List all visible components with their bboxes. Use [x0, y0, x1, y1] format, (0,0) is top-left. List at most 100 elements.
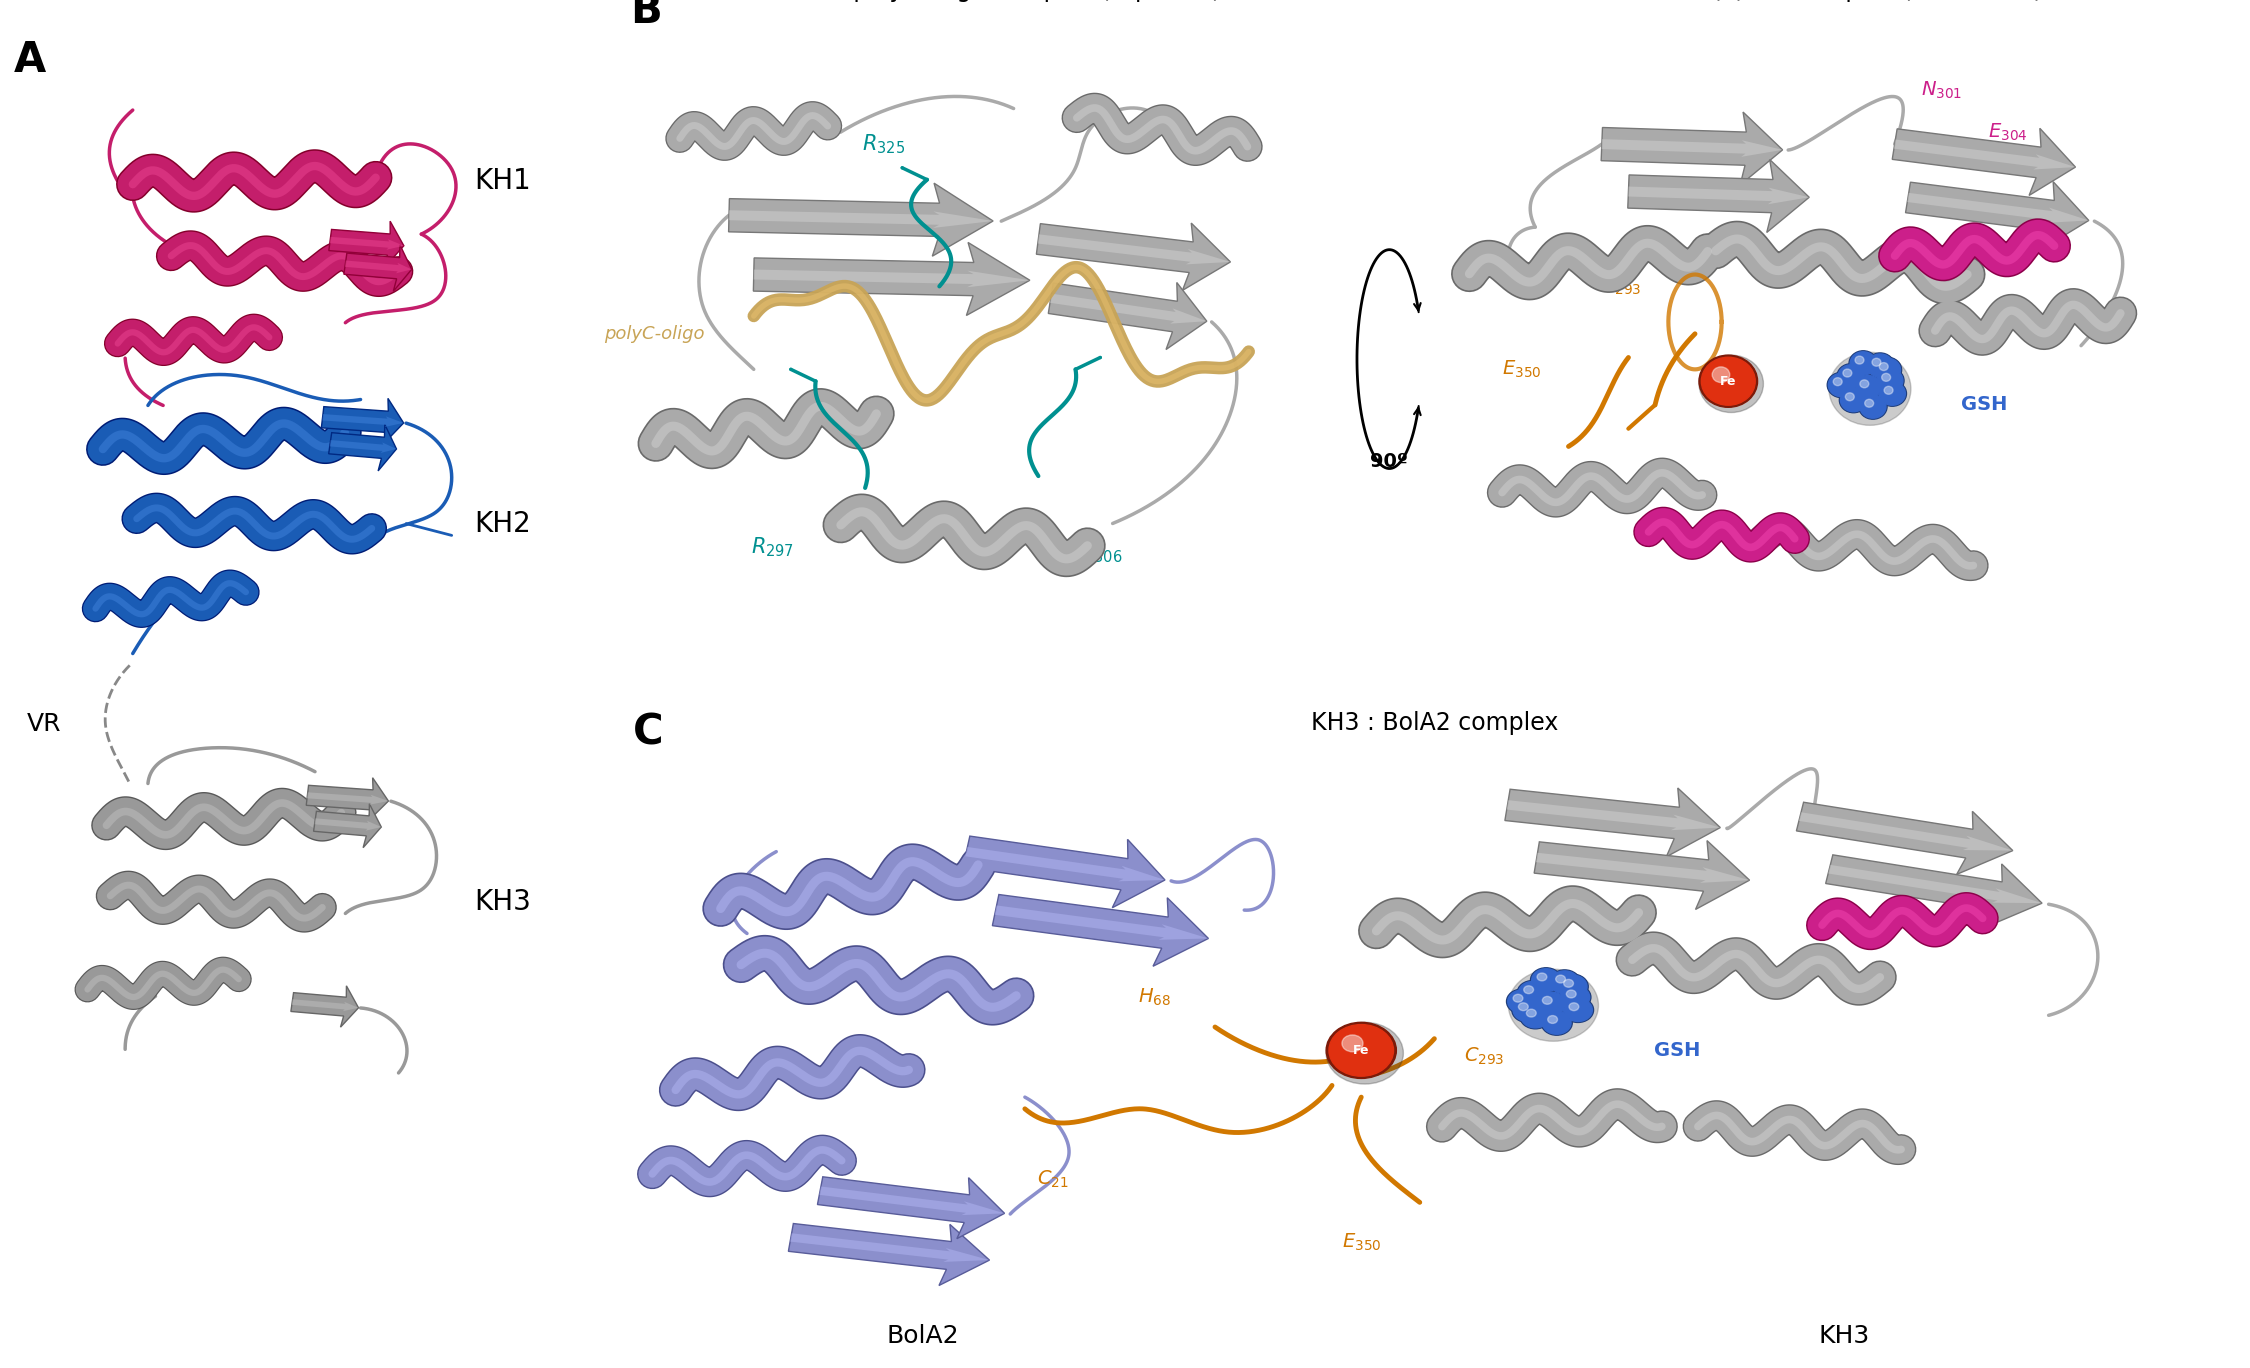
Text: C: C [632, 711, 664, 754]
Circle shape [1512, 997, 1544, 1022]
Circle shape [1541, 1011, 1573, 1036]
Circle shape [1568, 1003, 1580, 1011]
Circle shape [1829, 353, 1910, 425]
Circle shape [1519, 981, 1548, 1004]
FancyArrow shape [963, 836, 1166, 908]
Text: polyC-oligo: polyC-oligo [603, 324, 704, 343]
Circle shape [1850, 350, 1876, 376]
FancyArrow shape [306, 792, 389, 804]
Circle shape [1868, 354, 1892, 378]
Circle shape [1508, 970, 1597, 1041]
Circle shape [1512, 999, 1541, 1022]
FancyArrow shape [1629, 186, 1809, 204]
Text: GSH: GSH [1962, 395, 2007, 415]
Circle shape [1699, 356, 1757, 408]
Text: $R_{325}$: $R_{325}$ [862, 133, 904, 156]
FancyArrow shape [1800, 813, 2014, 851]
Circle shape [1537, 992, 1566, 1015]
Circle shape [1519, 1004, 1550, 1029]
Circle shape [1874, 357, 1901, 383]
Circle shape [1375, 1073, 1377, 1075]
Circle shape [1530, 967, 1561, 993]
Text: $C_{293}$: $C_{293}$ [1602, 276, 1642, 297]
FancyArrow shape [754, 242, 1030, 316]
Circle shape [1876, 369, 1904, 393]
Circle shape [1548, 970, 1579, 995]
Circle shape [1555, 975, 1566, 984]
Text: $E_{350}$: $E_{350}$ [1503, 358, 1541, 380]
Circle shape [1325, 1022, 1397, 1078]
FancyArrow shape [1535, 840, 1751, 910]
Text: A: A [14, 40, 47, 81]
Circle shape [1840, 389, 1867, 412]
Circle shape [1359, 1049, 1364, 1052]
FancyArrow shape [313, 804, 380, 848]
Circle shape [1341, 1036, 1364, 1052]
FancyArrow shape [754, 269, 1030, 287]
FancyArrow shape [788, 1223, 990, 1286]
Circle shape [1827, 372, 1856, 398]
Circle shape [1699, 356, 1764, 413]
FancyArrow shape [992, 895, 1208, 966]
FancyArrow shape [1602, 140, 1782, 157]
Text: $R_{297}$: $R_{297}$ [752, 535, 794, 560]
Circle shape [1566, 990, 1577, 997]
Circle shape [1557, 974, 1588, 999]
Text: $H_{68}$: $H_{68}$ [1138, 988, 1172, 1008]
FancyArrow shape [1051, 294, 1206, 324]
FancyArrow shape [1892, 129, 2074, 196]
Text: KH3 : polyC-oligo complex (Top view): KH3 : polyC-oligo complex (Top view) [781, 0, 1222, 1]
FancyArrow shape [1796, 802, 2014, 874]
FancyArrow shape [1894, 140, 2074, 170]
Text: $E_{350}$: $E_{350}$ [1341, 1231, 1382, 1253]
FancyArrow shape [344, 245, 412, 291]
Circle shape [1850, 352, 1876, 375]
Circle shape [1537, 992, 1566, 1016]
Circle shape [1836, 364, 1865, 389]
Circle shape [1526, 1010, 1537, 1016]
Circle shape [1838, 365, 1865, 389]
FancyArrow shape [729, 183, 992, 256]
Text: KH3 : BolA2 complex: KH3 : BolA2 complex [1312, 711, 1557, 736]
FancyArrow shape [1602, 112, 1782, 185]
FancyArrow shape [817, 1176, 1004, 1238]
Text: VR: VR [27, 713, 61, 736]
Circle shape [1845, 393, 1854, 401]
Circle shape [1532, 969, 1561, 992]
Circle shape [1874, 358, 1901, 382]
Circle shape [1872, 358, 1881, 367]
Circle shape [1325, 1022, 1404, 1083]
Circle shape [1564, 979, 1573, 988]
FancyArrow shape [344, 260, 412, 274]
Circle shape [1519, 1003, 1528, 1011]
Text: KH1: KH1 [475, 167, 531, 196]
FancyArrow shape [729, 211, 992, 228]
FancyArrow shape [819, 1186, 1004, 1215]
FancyArrow shape [790, 1234, 990, 1261]
FancyArrow shape [322, 398, 403, 445]
Circle shape [1829, 373, 1854, 397]
Circle shape [1843, 369, 1852, 378]
Circle shape [1879, 363, 1888, 371]
Circle shape [1516, 981, 1548, 1005]
Circle shape [1712, 367, 1730, 383]
Text: 90º: 90º [1370, 453, 1408, 471]
Circle shape [1834, 378, 1843, 386]
Circle shape [1541, 1011, 1570, 1034]
FancyArrow shape [1508, 800, 1721, 830]
Text: $E_{304}$: $E_{304}$ [1989, 122, 2027, 142]
FancyArrow shape [1825, 855, 2043, 928]
Circle shape [1861, 395, 1886, 419]
FancyArrow shape [306, 778, 389, 822]
FancyArrow shape [331, 237, 403, 250]
Circle shape [1541, 996, 1552, 1004]
Circle shape [1559, 975, 1586, 999]
Text: BolA2: BolA2 [886, 1324, 958, 1349]
Circle shape [1876, 368, 1904, 393]
Circle shape [1537, 973, 1546, 981]
Circle shape [1508, 989, 1537, 1014]
Text: $R_{346}$: $R_{346}$ [1728, 535, 1768, 557]
Text: KH3: KH3 [475, 888, 531, 915]
Text: $R_{306}$: $R_{306}$ [1078, 542, 1123, 565]
Text: Fe: Fe [1352, 1044, 1370, 1057]
